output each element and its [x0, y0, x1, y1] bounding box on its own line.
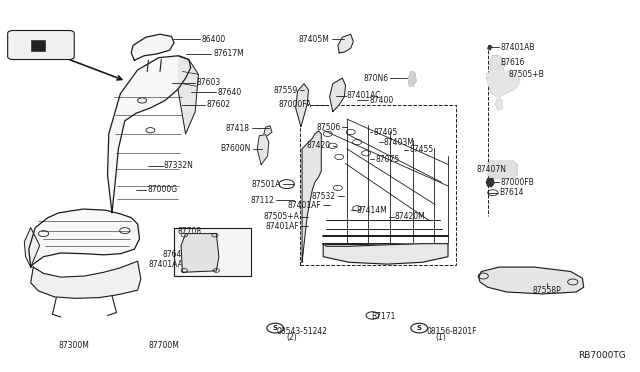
Text: 87400: 87400	[369, 96, 394, 105]
Text: 87112: 87112	[251, 196, 275, 205]
Text: 87405M: 87405M	[299, 35, 330, 44]
Text: B7171: B7171	[371, 312, 396, 321]
Text: 87401AF: 87401AF	[265, 222, 299, 231]
Polygon shape	[490, 56, 504, 71]
Text: (2): (2)	[287, 333, 298, 342]
Text: 87401AB: 87401AB	[500, 43, 535, 52]
Polygon shape	[108, 56, 191, 213]
Text: 87559: 87559	[273, 86, 298, 94]
Text: 87649: 87649	[163, 250, 187, 259]
FancyBboxPatch shape	[8, 31, 74, 60]
Polygon shape	[338, 34, 353, 53]
Text: 87506: 87506	[316, 123, 340, 132]
Polygon shape	[24, 228, 40, 267]
Text: 87700M: 87700M	[148, 341, 179, 350]
Text: 87505+A: 87505+A	[263, 212, 299, 221]
Polygon shape	[178, 56, 198, 134]
Text: 87603: 87603	[196, 78, 221, 87]
Text: 87420: 87420	[307, 141, 331, 150]
Text: B7600N: B7600N	[221, 144, 251, 153]
Text: 08156-B201F: 08156-B201F	[426, 327, 477, 336]
Text: 86400: 86400	[202, 35, 226, 44]
Text: 87300M: 87300M	[59, 341, 90, 350]
Text: 87401AA: 87401AA	[148, 260, 183, 269]
Text: 87401AF: 87401AF	[287, 201, 321, 210]
Text: 87332N: 87332N	[164, 161, 194, 170]
Text: 87420M: 87420M	[395, 212, 426, 221]
Polygon shape	[302, 131, 321, 262]
Text: 87000G: 87000G	[147, 185, 177, 194]
Text: 87617M: 87617M	[213, 49, 244, 58]
Polygon shape	[408, 71, 416, 86]
Text: 87640: 87640	[218, 88, 242, 97]
Text: 87403M: 87403M	[384, 138, 415, 147]
Text: 87558P: 87558P	[533, 286, 561, 295]
Polygon shape	[323, 244, 448, 264]
Polygon shape	[257, 135, 269, 164]
Bar	[300, 105, 456, 265]
Text: 87000FA: 87000FA	[278, 100, 312, 109]
Text: S: S	[417, 325, 422, 331]
Polygon shape	[488, 45, 492, 50]
Text: 87401AC: 87401AC	[347, 92, 381, 100]
Text: 87414M: 87414M	[356, 206, 387, 215]
Bar	[31, 40, 45, 51]
Polygon shape	[29, 209, 140, 267]
Text: B7614: B7614	[499, 188, 524, 197]
Polygon shape	[330, 78, 346, 112]
Polygon shape	[486, 71, 520, 110]
Text: 87532: 87532	[312, 192, 336, 201]
Text: B7616: B7616	[500, 58, 525, 67]
Text: RB7000TG: RB7000TG	[578, 351, 626, 360]
Polygon shape	[181, 234, 219, 272]
Polygon shape	[296, 84, 308, 126]
Text: (1): (1)	[435, 333, 446, 342]
Polygon shape	[486, 179, 494, 187]
Polygon shape	[131, 34, 174, 60]
Text: 87708: 87708	[177, 227, 202, 236]
Text: 87418: 87418	[226, 124, 250, 133]
Polygon shape	[264, 126, 272, 136]
Text: S: S	[273, 325, 278, 331]
Polygon shape	[479, 267, 584, 294]
Text: 87000FB: 87000FB	[500, 178, 534, 187]
Text: 87602: 87602	[206, 100, 230, 109]
Text: 87455: 87455	[410, 145, 434, 154]
Polygon shape	[31, 261, 141, 298]
Text: 08543-51242: 08543-51242	[276, 327, 328, 336]
Polygon shape	[488, 161, 517, 179]
Text: 870N6: 870N6	[364, 74, 388, 83]
Text: 87501A: 87501A	[252, 180, 281, 189]
Text: 87505+B: 87505+B	[508, 70, 544, 79]
Text: 87407N: 87407N	[477, 165, 507, 174]
Text: 87075: 87075	[375, 155, 399, 164]
Text: 87405: 87405	[374, 128, 398, 137]
Bar	[174, 228, 251, 276]
